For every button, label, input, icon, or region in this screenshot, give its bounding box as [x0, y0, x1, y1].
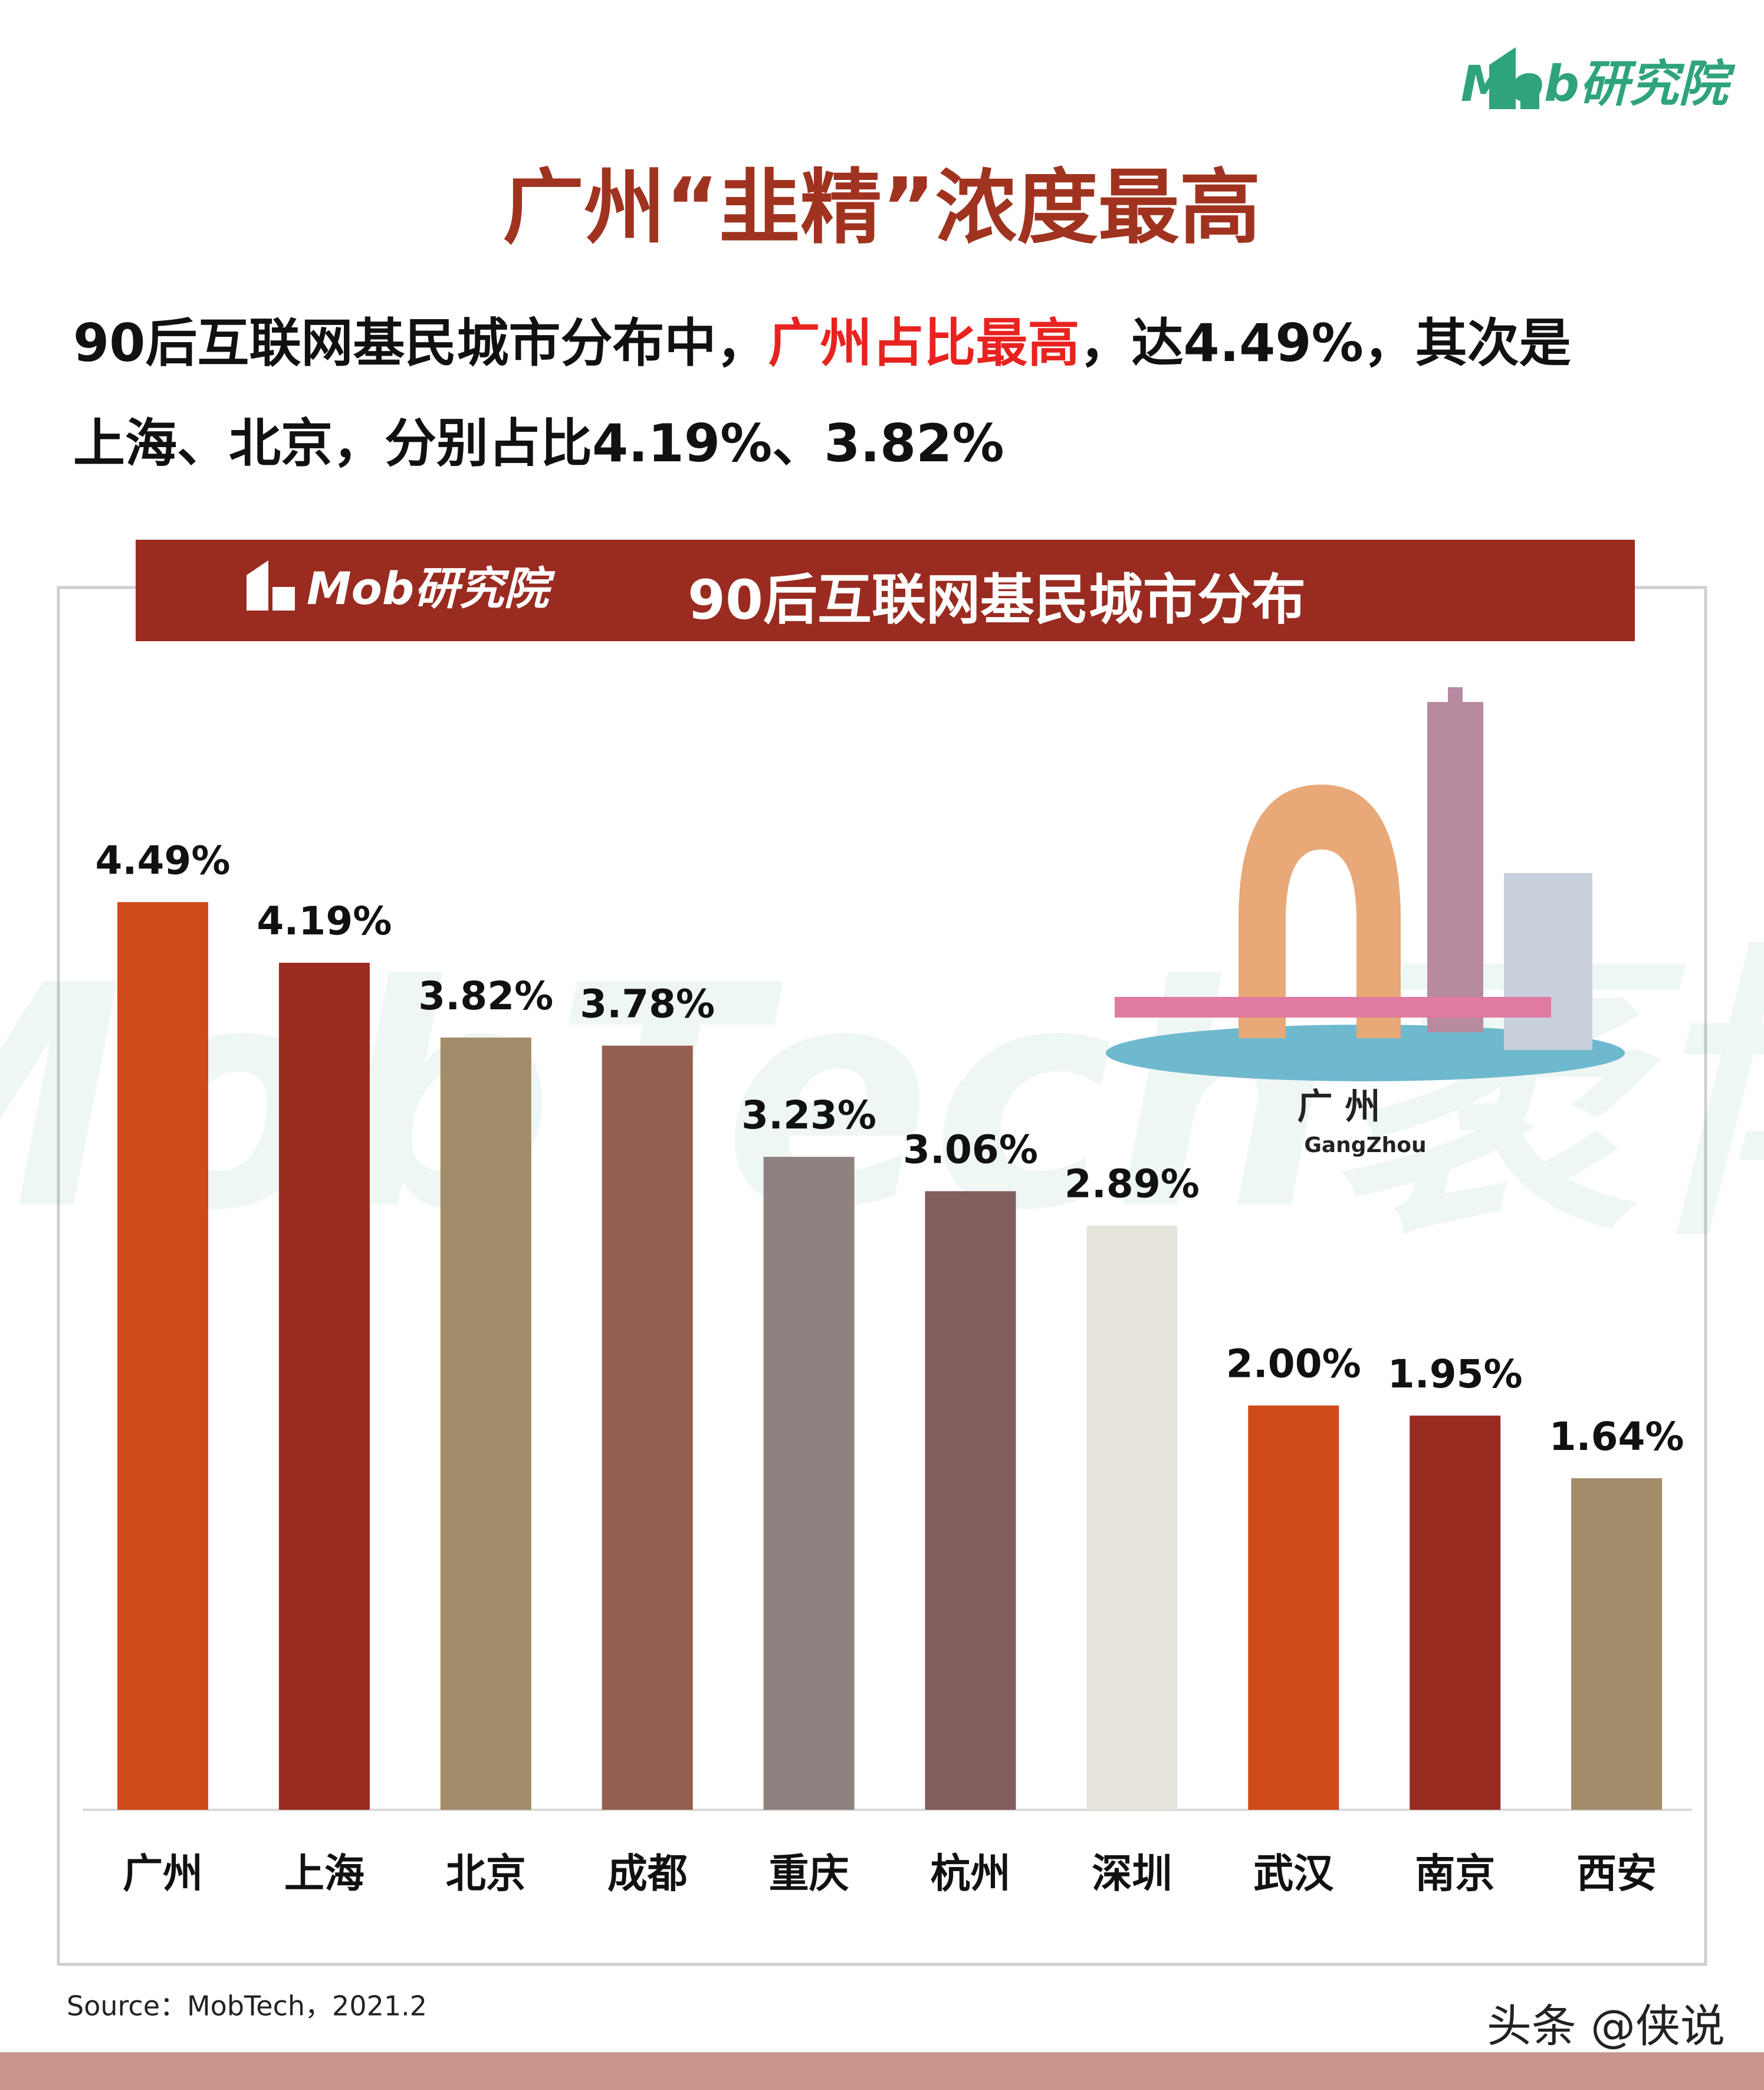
banner-logo-icon	[247, 560, 295, 611]
subtitle-highlight: 广州占比最高	[768, 313, 1079, 373]
bar	[1571, 1478, 1663, 1810]
bar	[925, 1191, 1016, 1810]
water	[1106, 1025, 1625, 1081]
tower-top	[1448, 687, 1463, 705]
tower	[1427, 702, 1483, 1032]
bar	[1248, 1405, 1339, 1810]
x-tick-label: 深圳	[1092, 1851, 1172, 1898]
bar	[1086, 1225, 1178, 1810]
banner-logo: Mob研究院	[307, 562, 556, 615]
x-tick-label: 成都	[607, 1851, 688, 1898]
bar	[117, 902, 208, 1810]
illustration: 广 州 GangZhou	[1106, 687, 1625, 1157]
chart-title: 90后互联网基民城市分布	[688, 568, 1306, 631]
footer-band	[0, 2052, 1764, 2090]
bridge	[1115, 997, 1551, 1018]
footer-watermark: 头条 @侠说	[1487, 2000, 1725, 2052]
value-label: 3.82%	[418, 973, 553, 1019]
chart-banner	[136, 540, 1635, 641]
headline: 广州“韭精”浓度最高	[502, 160, 1260, 255]
x-tick-label: 武汉	[1253, 1851, 1334, 1898]
value-label: 3.78%	[580, 982, 715, 1027]
subtitle-text: 90后互联网基民城市分布中，	[73, 313, 768, 373]
building	[1504, 873, 1592, 1050]
city-pinyin: GangZhou	[1304, 1133, 1426, 1157]
value-label: 4.19%	[257, 898, 392, 944]
bar	[440, 1037, 531, 1810]
subtitle-text: 上海、北京，分别占比4.19%、3.82%	[73, 413, 1004, 474]
watermark: MobTech袤博	[0, 920, 1764, 1277]
value-label: 3.23%	[741, 1092, 876, 1138]
x-tick-label: 重庆	[769, 1851, 849, 1898]
logo-icon	[1489, 47, 1539, 109]
x-tick-label: 南京	[1415, 1851, 1495, 1898]
bar	[602, 1045, 693, 1810]
bars: 4.49% 广州 4.19% 上海 3.82% 北京 3.78% 成都 3.23% 重庆 3.06%…	[96, 838, 1684, 1897]
subtitle: 90后互联网基民城市分布中，广州占比最高，达4.49%，其次是 上海、北京，分别…	[73, 313, 1589, 474]
bar	[1410, 1415, 1501, 1810]
source: Source：MobTech，2021.2	[67, 1990, 427, 2022]
city-label: 广 州	[1297, 1087, 1381, 1128]
subtitle-text: ，达4.49%，其次是	[1079, 313, 1571, 373]
value-label: 2.89%	[1065, 1162, 1200, 1207]
value-label: 1.64%	[1549, 1414, 1684, 1459]
bar	[763, 1157, 855, 1810]
x-tick-label: 西安	[1576, 1851, 1657, 1898]
bar	[278, 963, 370, 1810]
x-tick-label: 北京	[446, 1851, 526, 1898]
value-label: 3.06%	[903, 1127, 1038, 1172]
value-label: 2.00%	[1226, 1341, 1361, 1387]
arch	[1239, 785, 1401, 1038]
x-tick-label: 广州	[123, 1851, 203, 1898]
x-tick-label: 杭州	[930, 1851, 1010, 1898]
value-label: 1.95%	[1388, 1351, 1523, 1397]
x-tick-label: 上海	[284, 1851, 364, 1898]
value-label: 4.49%	[96, 838, 231, 883]
